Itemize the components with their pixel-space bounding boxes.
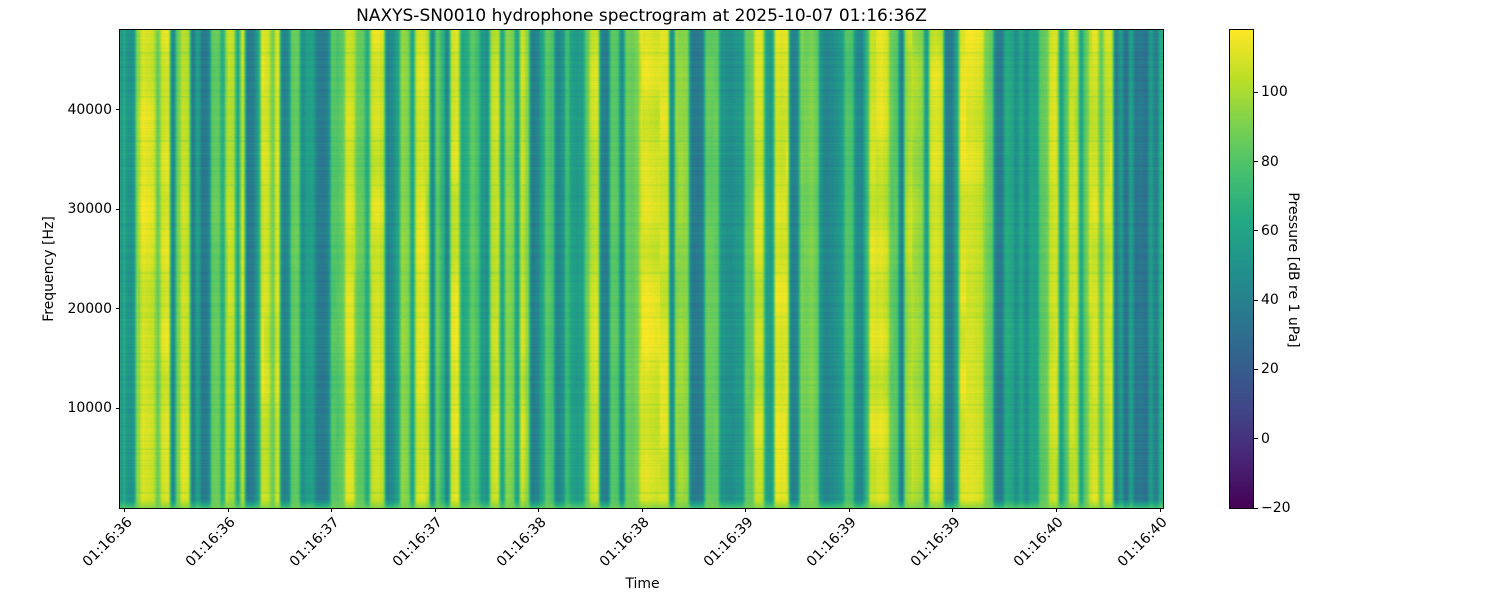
y-tick-label: 20000 [67, 300, 112, 317]
x-tick-mark [641, 508, 643, 512]
x-tick-label: 01:16:38 [493, 514, 550, 571]
colorbar-label: Pressure [dB re 1 uPa] [1285, 192, 1301, 348]
x-tick-mark [124, 508, 125, 512]
x-tick-mark [1055, 508, 1057, 512]
x-axis-label: Time [625, 576, 660, 592]
colorbar-gradient [1230, 30, 1253, 508]
x-tick-label: 01:16:39 [700, 514, 757, 571]
x-tick-mark [1159, 508, 1161, 512]
x-tick-label: 01:16:39 [907, 514, 964, 571]
x-tick-mark [952, 508, 954, 512]
y-tick-mark [116, 208, 120, 210]
colorbar-tick-label: 20 [1261, 361, 1279, 378]
spectrogram-plot-area [119, 29, 1164, 509]
chart-title: NAXYS-SN0010 hydrophone spectrogram at 2… [356, 6, 927, 26]
y-tick-mark [116, 109, 120, 111]
x-tick-label: 01:16:40 [1011, 514, 1068, 571]
x-tick-label: 01:16:36 [79, 514, 136, 571]
x-tick-label: 01:16:40 [1114, 514, 1171, 571]
colorbar-tick-mark [1254, 230, 1258, 232]
x-tick-mark [848, 508, 850, 512]
colorbar-tick-mark [1254, 507, 1258, 509]
colorbar-tick-mark [1254, 91, 1258, 93]
y-tick-label: 40000 [67, 101, 112, 118]
colorbar-tick-mark [1254, 299, 1258, 301]
x-tick-mark [538, 508, 540, 512]
y-tick-label: 30000 [67, 201, 112, 218]
x-tick-mark [434, 508, 436, 512]
colorbar-tick-label: 100 [1261, 84, 1288, 101]
x-tick-label: 01:16:36 [182, 514, 239, 571]
y-axis-label: Frequency [Hz] [41, 216, 57, 322]
x-tick-label: 01:16:37 [286, 514, 343, 571]
colorbar-tick-mark [1254, 161, 1258, 163]
x-tick-label: 01:16:38 [597, 514, 653, 571]
y-tick-mark [116, 308, 120, 310]
colorbar-tick-mark [1254, 438, 1258, 440]
x-tick-mark [331, 508, 333, 512]
x-tick-label: 01:16:39 [804, 514, 860, 571]
colorbar-tick-label: −20 [1261, 500, 1291, 516]
x-tick-label: 01:16:37 [389, 514, 446, 571]
colorbar-tick-label: 40 [1261, 292, 1279, 309]
x-tick-mark [745, 508, 747, 512]
colorbar-tick-mark [1254, 368, 1258, 370]
y-tick-mark [116, 407, 120, 409]
spectrogram-image [120, 30, 1163, 508]
x-tick-mark [227, 508, 229, 512]
colorbar-tick-label: 0 [1261, 430, 1270, 447]
y-tick-label: 10000 [67, 400, 112, 417]
colorbar [1229, 29, 1254, 509]
colorbar-tick-label: 80 [1261, 153, 1279, 170]
colorbar-tick-label: 60 [1261, 222, 1279, 239]
